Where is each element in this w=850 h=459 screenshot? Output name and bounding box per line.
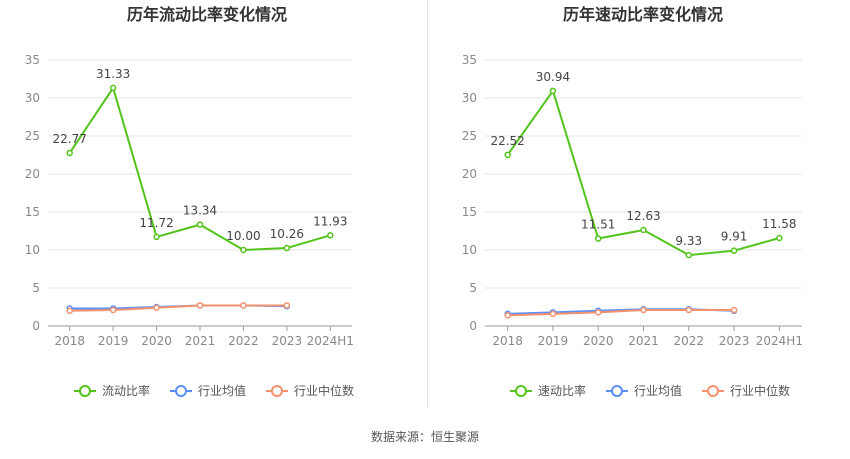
x-tick-label: 2019 bbox=[538, 334, 569, 348]
data-point-main bbox=[549, 87, 557, 95]
panel-divider bbox=[427, 0, 428, 408]
legend-marker bbox=[271, 385, 283, 397]
data-label: 30.94 bbox=[536, 70, 570, 84]
data-label: 10.26 bbox=[270, 227, 304, 241]
x-tick-label: 2020 bbox=[583, 334, 614, 348]
data-point-main bbox=[283, 244, 291, 252]
chart-title: 历年流动比率变化情况 bbox=[127, 5, 287, 24]
y-tick-label: 15 bbox=[462, 205, 477, 219]
y-tick-label: 20 bbox=[462, 167, 477, 181]
x-tick-label: 2023 bbox=[272, 334, 303, 348]
legend-marker bbox=[79, 385, 91, 397]
legend-marker bbox=[707, 385, 719, 397]
data-point-main bbox=[196, 221, 204, 228]
x-tick-label: 2023 bbox=[719, 334, 750, 348]
y-tick-label: 25 bbox=[25, 129, 40, 143]
legend-marker bbox=[611, 385, 623, 397]
y-tick-label: 25 bbox=[462, 129, 477, 143]
data-label: 11.72 bbox=[139, 216, 173, 230]
data-point-median bbox=[283, 302, 291, 309]
data-point-median bbox=[153, 304, 160, 312]
data-point-main bbox=[504, 151, 511, 159]
data-label: 22.77 bbox=[53, 132, 87, 146]
data-point-main bbox=[730, 247, 738, 254]
data-point-median bbox=[594, 309, 602, 316]
data-label: 22.52 bbox=[490, 134, 524, 148]
legend-marker bbox=[175, 385, 187, 397]
chart-panel-2: 历年速动比率变化情况 0 5 10 15 20 25 30 35 2018 2019 2020 2021… bbox=[462, 5, 803, 398]
data-label: 11.93 bbox=[313, 214, 347, 228]
chart-panel-1: 历年流动比率变化情况 0 5 10 15 20 25 30 35 2018 2019 2020 2021… bbox=[25, 5, 354, 398]
y-tick-label: 35 bbox=[25, 53, 40, 67]
y-tick-label: 15 bbox=[25, 205, 40, 219]
data-point-main bbox=[153, 233, 160, 241]
data-label: 13.34 bbox=[183, 204, 217, 218]
legend-label: 行业均值 bbox=[634, 383, 682, 398]
data-label: 9.91 bbox=[721, 230, 748, 244]
data-point-main bbox=[685, 251, 693, 259]
data-point-median bbox=[196, 302, 204, 309]
data-label: 10.00 bbox=[226, 229, 260, 243]
x-tick-label: 2021 bbox=[628, 334, 659, 348]
x-tick-label: 2021 bbox=[185, 334, 216, 348]
data-point-median bbox=[109, 306, 117, 314]
chart-title: 历年速动比率变化情况 bbox=[563, 5, 723, 24]
data-point-main bbox=[327, 232, 334, 239]
y-tick-label: 5 bbox=[469, 281, 477, 295]
data-point-main bbox=[776, 234, 783, 242]
data-label: 11.51 bbox=[581, 218, 615, 232]
legend-label: 速动比率 bbox=[538, 383, 586, 398]
series-line-median bbox=[69, 304, 287, 312]
x-tick-label: 2018 bbox=[54, 334, 85, 348]
series-line-median bbox=[507, 309, 735, 317]
data-source-note: 数据来源：恒生聚源 bbox=[370, 430, 479, 444]
data-point-median bbox=[640, 306, 647, 314]
data-point-main bbox=[66, 149, 73, 157]
data-point-median bbox=[240, 302, 247, 309]
y-tick-label: 35 bbox=[462, 53, 477, 67]
data-label: 31.33 bbox=[96, 67, 130, 81]
data-point-main bbox=[594, 235, 602, 242]
y-tick-label: 30 bbox=[25, 91, 40, 105]
y-tick-label: 0 bbox=[32, 319, 40, 333]
legend-label: 行业均值 bbox=[198, 383, 246, 398]
data-point-median bbox=[549, 310, 557, 318]
data-label: 9.33 bbox=[675, 234, 702, 248]
legend-label: 行业中位数 bbox=[730, 383, 790, 398]
y-tick-label: 30 bbox=[462, 91, 477, 105]
data-point-main bbox=[240, 246, 247, 254]
data-label: 12.63 bbox=[626, 209, 660, 223]
data-point-median bbox=[685, 306, 693, 314]
data-point-median bbox=[504, 312, 511, 319]
y-tick-label: 0 bbox=[469, 319, 477, 333]
data-point-median bbox=[66, 307, 73, 315]
charts-canvas: 历年流动比率变化情况 0 5 10 15 20 25 30 35 2018 2019 2020 2021… bbox=[25, 5, 803, 398]
x-tick-label: 2018 bbox=[492, 334, 523, 348]
x-tick-label: 2020 bbox=[141, 334, 172, 348]
data-point-main bbox=[640, 226, 647, 234]
legend-label: 行业中位数 bbox=[294, 383, 354, 398]
y-tick-label: 10 bbox=[462, 243, 477, 257]
y-tick-label: 10 bbox=[25, 243, 40, 257]
data-point-median bbox=[730, 306, 738, 314]
data-point-main bbox=[109, 84, 117, 92]
legend-label: 流动比率 bbox=[102, 383, 150, 398]
legend-marker bbox=[515, 385, 527, 397]
x-tick-label: 2019 bbox=[98, 334, 129, 348]
x-tick-label: 2022 bbox=[674, 334, 705, 348]
x-tick-label: 2024H1 bbox=[756, 334, 803, 348]
data-label: 11.58 bbox=[762, 217, 796, 231]
x-tick-label: 2024H1 bbox=[307, 334, 354, 348]
x-tick-label: 2022 bbox=[228, 334, 259, 348]
y-tick-label: 20 bbox=[25, 167, 40, 181]
y-tick-label: 5 bbox=[32, 281, 40, 295]
